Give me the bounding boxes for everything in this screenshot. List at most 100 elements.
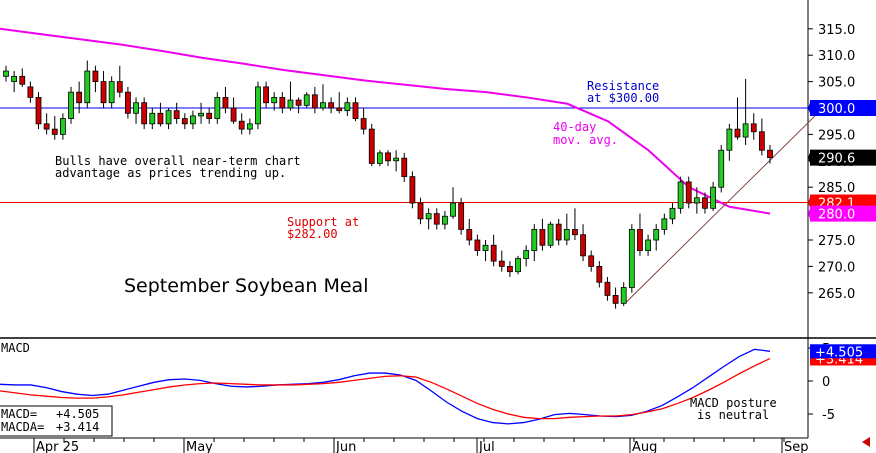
candle <box>474 234 481 256</box>
candle-up <box>320 102 326 109</box>
macda-line <box>0 357 771 420</box>
candle-down <box>51 128 58 135</box>
candle-up <box>11 75 18 82</box>
macd-value-tag: +4.505 <box>815 345 863 360</box>
candle <box>669 203 676 225</box>
candle-down <box>43 123 50 130</box>
candle <box>76 81 83 114</box>
candle <box>620 282 627 306</box>
ma-price-tag: 280.0 <box>818 208 855 223</box>
candle <box>19 68 26 87</box>
candle-down <box>612 295 619 304</box>
time-tick-label: Jun <box>335 440 356 453</box>
candle-down <box>433 213 440 225</box>
candle <box>279 92 286 114</box>
time-tick-label: Aug <box>632 440 657 453</box>
candle <box>734 97 741 140</box>
candle <box>596 261 603 288</box>
candle-down <box>222 97 229 109</box>
candle <box>767 144 773 164</box>
candle <box>84 60 91 108</box>
resistance-price-tag: 300.0 <box>818 102 855 117</box>
price-tick-label: 285.0 <box>818 181 855 196</box>
candle <box>3 65 9 82</box>
last-price-tag-pointer <box>808 149 811 166</box>
candle-up <box>214 97 221 119</box>
candle <box>376 150 383 167</box>
candle <box>51 115 58 140</box>
candle-down <box>230 107 237 122</box>
candle-down <box>401 157 408 178</box>
candle-down <box>458 202 465 230</box>
candle <box>628 224 635 293</box>
candle-up <box>620 287 627 304</box>
candle <box>230 97 237 124</box>
candle-down <box>92 70 99 83</box>
candle-up <box>255 86 261 125</box>
candle-down <box>750 123 757 133</box>
time-tick-label: May <box>186 440 213 453</box>
ma-annotation-line1: 40-day <box>553 120 596 134</box>
candle-down <box>498 260 505 267</box>
candle <box>441 210 448 230</box>
price-tick-label: 275.0 <box>818 234 855 249</box>
candle-down <box>181 118 188 125</box>
macd-tick-label: 0 <box>822 375 830 390</box>
macd-legend-box <box>0 405 113 437</box>
macda-legend-value: +3.414 <box>56 420 99 434</box>
candle <box>271 92 278 111</box>
candle-down <box>604 281 611 296</box>
candle-down <box>555 223 562 241</box>
macd-annotation-line1: MACD posture <box>690 396 777 410</box>
candle-down <box>580 234 586 257</box>
candle <box>702 192 708 214</box>
candle <box>572 208 578 240</box>
macd-layer: +3.414+4.505 <box>0 344 876 425</box>
resistance-price-tag-pointer <box>808 100 811 116</box>
candle <box>198 102 204 124</box>
candle-up <box>198 112 204 117</box>
candle <box>710 181 717 211</box>
ma-price-tag-bg <box>810 205 876 222</box>
candle-down <box>385 152 391 162</box>
candle <box>125 86 131 119</box>
candle-down <box>702 197 708 209</box>
comment-line1: Bulls have overall near-term chart <box>55 154 301 168</box>
candle <box>385 150 391 167</box>
candle-up <box>149 112 156 125</box>
candle-up <box>726 128 733 151</box>
candle-down <box>27 86 34 98</box>
candle-down <box>417 202 424 220</box>
candle-down <box>588 255 595 267</box>
candle <box>157 102 164 127</box>
candle-down <box>490 244 497 262</box>
candle-up <box>303 94 310 106</box>
candle <box>450 187 456 219</box>
candle-up <box>59 118 66 135</box>
candle-down <box>507 265 513 273</box>
candle <box>100 71 107 108</box>
candle-down <box>141 102 148 125</box>
candle-up <box>441 215 448 225</box>
candle <box>59 113 66 140</box>
candle <box>466 218 473 246</box>
trendline-layer <box>624 115 816 304</box>
candle-down <box>173 110 180 119</box>
moving-average-line <box>0 27 771 215</box>
candle <box>246 118 253 135</box>
candle-up <box>677 181 684 209</box>
support-annotation-line2: $282.00 <box>287 227 338 241</box>
ma-annotation-line2: mov. avg. <box>553 133 618 147</box>
macd-legend-value: +4.505 <box>56 407 99 421</box>
candle <box>604 276 611 301</box>
candle <box>303 92 310 108</box>
candle <box>368 123 375 167</box>
candle <box>149 108 156 130</box>
candle <box>482 240 489 262</box>
scroll-arrow-icon[interactable] <box>862 437 870 447</box>
candle <box>287 81 294 111</box>
candle-up <box>482 244 489 251</box>
candle <box>92 65 99 93</box>
